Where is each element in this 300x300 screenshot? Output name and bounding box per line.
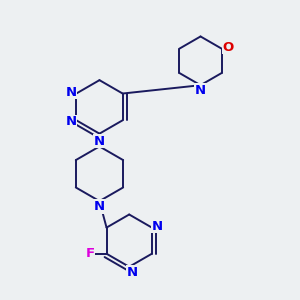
Text: N: N: [127, 266, 138, 279]
Text: N: N: [152, 220, 163, 232]
Text: N: N: [94, 135, 105, 148]
Text: N: N: [94, 200, 105, 213]
Text: F: F: [85, 247, 95, 260]
Text: N: N: [195, 84, 206, 97]
Text: N: N: [65, 115, 76, 128]
Text: N: N: [65, 85, 76, 98]
Text: O: O: [223, 41, 234, 54]
